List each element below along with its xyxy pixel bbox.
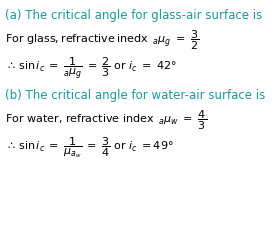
Text: $\therefore\,\sin i_{c}\;=\;\dfrac{1}{_{a}\mu_{g}}\;=\;\dfrac{2}{3}$ or $i_{c}\;: $\therefore\,\sin i_{c}\;=\;\dfrac{1}{_{… [5,55,177,81]
Text: $\therefore\,\sin i_{c}\;=\;\dfrac{1}{\mu_{a_w}}\;=\;\dfrac{3}{4}$ or $i_{c}$ $=: $\therefore\,\sin i_{c}\;=\;\dfrac{1}{\m… [5,135,174,160]
Text: For glass$,$refractive$\,$inedx $\,_{a}\mu_{g}$ $=$ $\dfrac{3}{2}$: For glass$,$refractive$\,$inedx $\,_{a}\… [5,29,199,52]
Text: For water, refractive index $\,_{a}\mu_{w}$ $=$ $\dfrac{4}{3}$: For water, refractive index $\,_{a}\mu_{… [5,109,207,132]
Text: (b) The critical angle for water-air surface is: (b) The critical angle for water-air sur… [5,89,265,102]
Text: (a) The critical angle for glass-air surface is: (a) The critical angle for glass-air sur… [5,9,262,22]
